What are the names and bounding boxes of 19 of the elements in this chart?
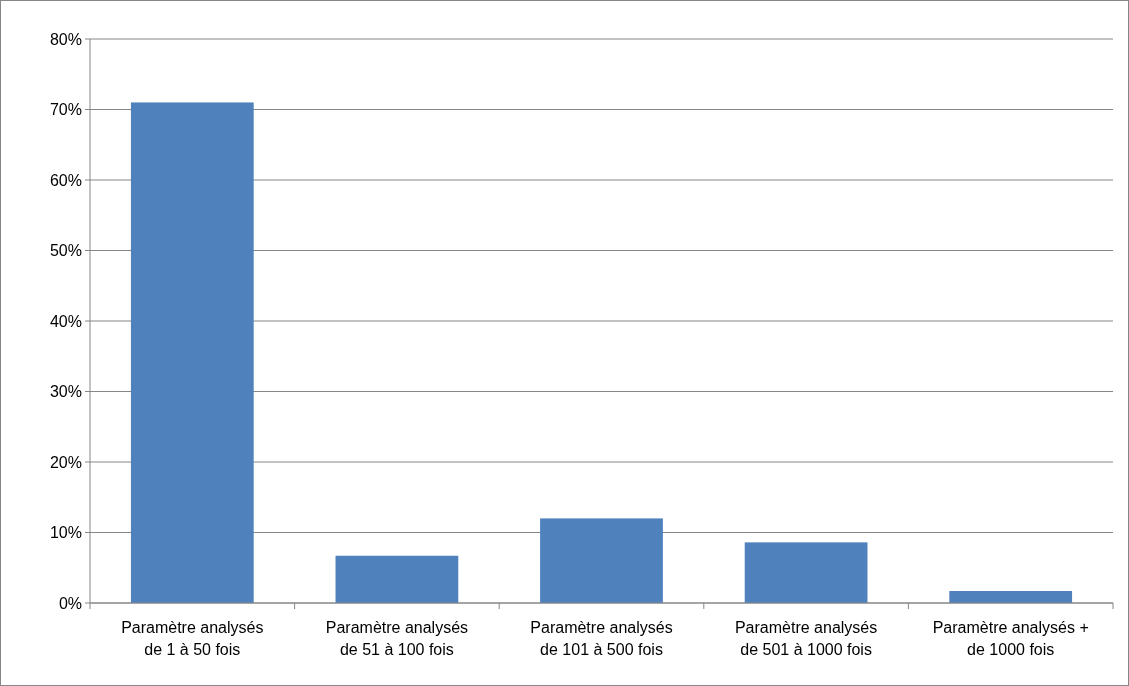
x-tick-label: Paramètre analysés de 51 à 100 fois [325, 619, 469, 658]
bar [130, 102, 254, 603]
x-tick-label: Paramètre analysés de 501 à 1000 fois [734, 619, 878, 658]
y-tick-label: 20% [49, 453, 82, 471]
bar [744, 542, 868, 603]
y-tick-label: 70% [49, 101, 82, 119]
x-tick-label: Paramètre analysés de 1 à 50 fois [121, 619, 264, 658]
bar [335, 555, 459, 603]
x-tick-label: Paramètre analysés + de 1000 fois [932, 619, 1089, 658]
y-tick-label: 40% [49, 312, 82, 330]
bar [540, 518, 663, 603]
y-tick-label: 0% [58, 594, 82, 612]
y-tick-label: 60% [49, 171, 82, 189]
bar [949, 591, 1073, 603]
y-tick-label: 10% [49, 524, 82, 542]
y-tick-label: 50% [49, 242, 82, 260]
y-tick-label: 30% [49, 383, 82, 401]
x-tick-label: Paramètre analysés de 101 à 500 fois [530, 619, 673, 658]
y-tick-label: 80% [49, 30, 82, 48]
